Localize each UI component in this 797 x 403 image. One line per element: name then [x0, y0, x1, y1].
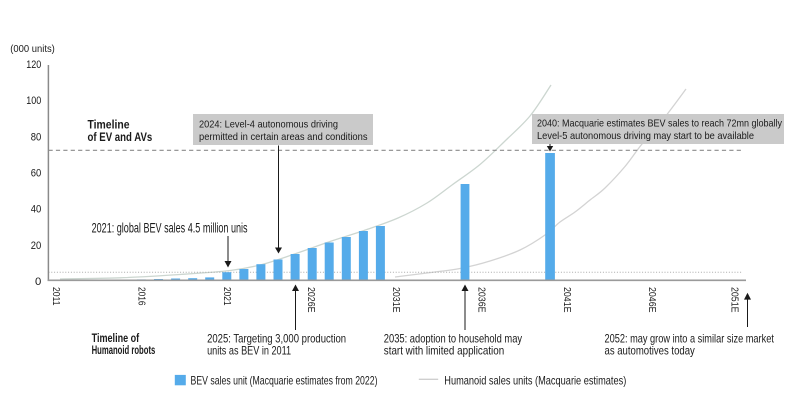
svg-text:2041E: 2041E	[561, 287, 572, 313]
svg-text:2035: adoption to household ma: 2035: adoption to household may	[384, 332, 522, 346]
svg-text:2011: 2011	[50, 287, 61, 306]
svg-text:100: 100	[26, 95, 41, 107]
svg-text:(000 units): (000 units)	[10, 44, 55, 55]
svg-text:Level-5 autonomous driving may: Level-5 autonomous driving may start to …	[537, 131, 754, 142]
svg-text:0: 0	[35, 276, 41, 288]
svg-text:start with limited application: start with limited application	[384, 343, 504, 357]
svg-text:2036E: 2036E	[475, 287, 486, 313]
svg-text:permitted in certain areas and: permitted in certain areas and condition…	[199, 132, 368, 143]
svg-text:2025: Targeting 3,000 producti: 2025: Targeting 3,000 production	[207, 331, 346, 345]
svg-text:80: 80	[31, 131, 42, 143]
svg-text:2026E: 2026E	[305, 287, 316, 313]
svg-text:2021: 2021	[221, 287, 232, 306]
svg-text:BEV sales unit (Macquarie esti: BEV sales unit (Macquarie estimates from…	[191, 374, 378, 388]
svg-text:as automotives today: as automotives today	[605, 343, 695, 357]
svg-text:2051E: 2051E	[729, 287, 740, 313]
svg-text:Timeline of: Timeline of	[92, 331, 140, 345]
svg-text:2040: Macquarie estimates BEV: 2040: Macquarie estimates BEV sales to r…	[537, 119, 783, 130]
svg-text:2046E: 2046E	[646, 287, 657, 313]
svg-text:2021: global BEV sales 4.5 mil: 2021: global BEV sales 4.5 million unis	[92, 220, 248, 236]
svg-text:Timeline: Timeline	[88, 117, 130, 131]
svg-text:2031E: 2031E	[390, 287, 401, 313]
svg-text:2052: may grow into a similar: 2052: may grow into a similar size marke…	[605, 332, 775, 346]
svg-text:60: 60	[31, 168, 42, 180]
svg-text:of EV and AVs: of EV and AVs	[88, 130, 153, 144]
svg-text:2024: Level-4 autonomous drivi: 2024: Level-4 autonomous driving	[199, 119, 338, 130]
svg-text:Humanoid robots: Humanoid robots	[92, 343, 156, 357]
svg-text:Humanoid sales units (Macquari: Humanoid sales units (Macquarie estimate…	[444, 374, 626, 388]
svg-text:120: 120	[26, 59, 41, 71]
svg-text:40: 40	[31, 204, 42, 216]
svg-text:20: 20	[31, 240, 42, 252]
svg-text:units as BEV in 2011: units as BEV in 2011	[207, 343, 291, 357]
svg-text:2016: 2016	[136, 287, 147, 306]
